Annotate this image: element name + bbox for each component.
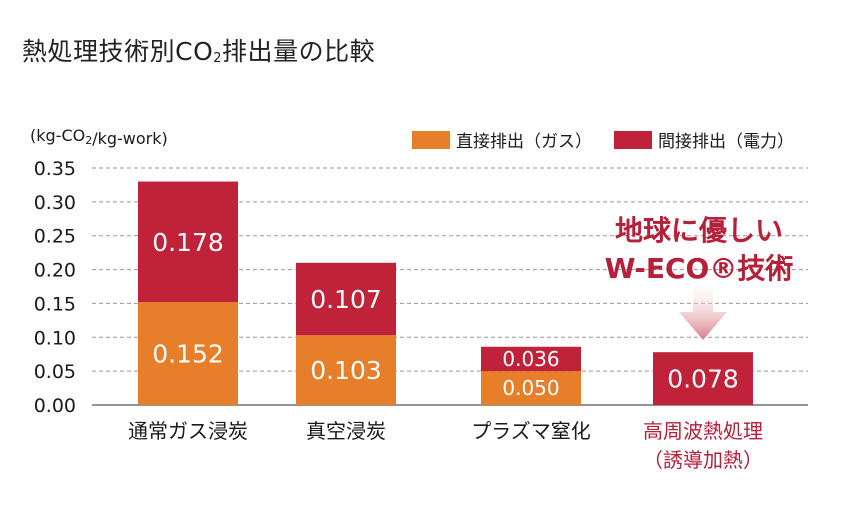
x-axis-labels: 通常ガス浸炭 真空浸炭 プラズマ窒化 高周波熱処理 （誘導加熱） (128, 419, 763, 472)
y-tick-label: 0.00 (34, 395, 76, 417)
y-axis-unit-label: (kg-CO2/kg-work) (30, 126, 168, 148)
data-label: 0.050 (502, 376, 559, 400)
annotation-text: 地球に優しい (615, 214, 783, 247)
bar-segment (481, 346, 581, 372)
data-label: 0.078 (667, 365, 739, 394)
y-axis: 0.00 0.05 0.10 0.15 0.20 0.25 0.30 0.35 (kg-CO2/… (30, 126, 168, 417)
bar-segment (138, 181, 238, 303)
legend-label: 直接排出（ガス） (456, 132, 592, 152)
y-tick-label: 0.20 (34, 260, 76, 282)
y-tick-label: 0.05 (34, 361, 76, 383)
y-tick-label: 0.15 (34, 293, 76, 315)
y-tick-label: 0.35 (34, 158, 76, 180)
page-title: 熱処理技術別CO2排出量の比較 (22, 37, 376, 66)
data-label: 0.107 (310, 285, 382, 314)
x-category-label: 高周波熱処理 (643, 419, 763, 443)
bar-segment (653, 352, 753, 405)
down-arrow-icon (679, 282, 727, 340)
x-category-label: プラズマ窒化 (471, 419, 591, 443)
legend: 直接排出（ガス） 間接排出（電力） (412, 131, 794, 152)
data-label: 0.152 (152, 340, 224, 369)
x-category-sublabel: （誘導加熱） (643, 448, 763, 472)
x-category-label: 真空浸炭 (306, 419, 386, 443)
y-tick-label: 0.25 (34, 226, 76, 248)
y-tick-label: 0.10 (34, 327, 76, 349)
legend-label: 間接排出（電力） (658, 132, 794, 152)
legend-swatch (412, 131, 450, 149)
data-label: 0.036 (502, 347, 559, 371)
bar-segment (296, 262, 396, 336)
x-category-label: 通常ガス浸炭 (128, 419, 248, 443)
bars: 0.152 0.178 0.103 0.107 0.050 0.036 0.078 (138, 181, 753, 405)
annotation: 地球に優しい W-ECO®技術 (605, 214, 794, 340)
bar-segment (296, 335, 396, 405)
data-label: 0.178 (152, 228, 224, 257)
data-label: 0.103 (310, 356, 382, 385)
legend-swatch (614, 131, 652, 149)
bar-segment (481, 371, 581, 405)
bar-segment (138, 302, 238, 405)
annotation-text: W-ECO®技術 (605, 252, 794, 285)
y-tick-label: 0.30 (34, 192, 76, 214)
